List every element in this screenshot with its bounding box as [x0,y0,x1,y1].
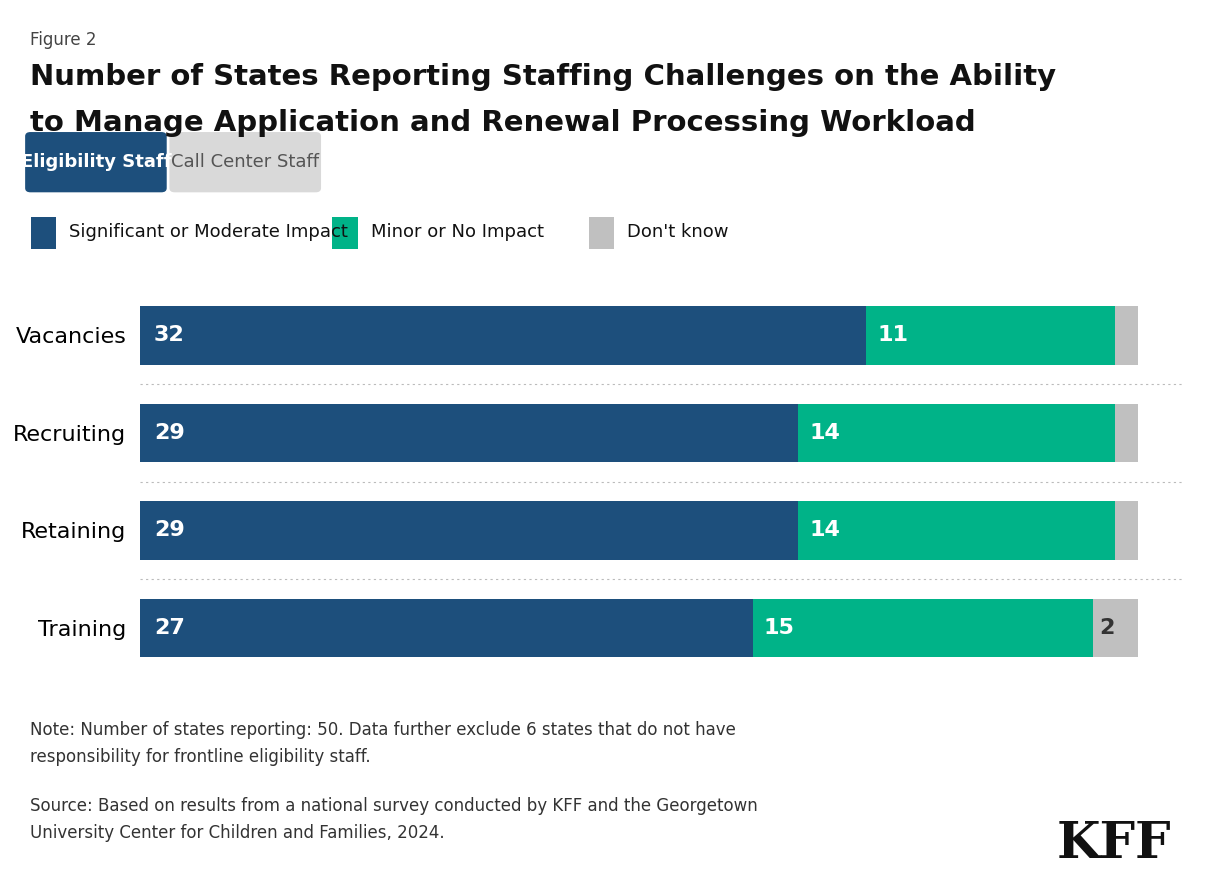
Text: Don't know: Don't know [627,223,728,241]
Text: 14: 14 [809,423,841,443]
Text: 2: 2 [1099,617,1115,638]
Bar [1115,306,1138,365]
Text: 32: 32 [154,325,184,346]
Text: 15: 15 [764,617,794,638]
Bar [30,217,56,248]
Bar [1115,403,1138,462]
Bar [1093,599,1138,657]
Text: Call Center Staff: Call Center Staff [171,153,320,171]
Text: Number of States Reporting Staffing Challenges on the Ability: Number of States Reporting Staffing Chal… [30,63,1057,90]
Bar [588,217,614,248]
Bar [140,599,753,657]
Text: 29: 29 [154,423,184,443]
Text: KFF: KFF [1057,820,1171,869]
Bar [140,306,866,365]
Bar [798,403,1115,462]
Text: Note: Number of states reporting: 50. Data further exclude 6 states that do not : Note: Number of states reporting: 50. Da… [30,721,737,766]
Text: 27: 27 [154,617,184,638]
Bar [1115,501,1138,559]
FancyBboxPatch shape [170,132,321,193]
Text: 14: 14 [809,521,841,540]
Text: Source: Based on results from a national survey conducted by KFF and the Georget: Source: Based on results from a national… [30,797,759,842]
Text: 29: 29 [154,521,184,540]
Text: Figure 2: Figure 2 [30,31,98,49]
Text: Significant or Moderate Impact: Significant or Moderate Impact [70,223,348,241]
Bar [753,599,1093,657]
Text: Eligibility Staff: Eligibility Staff [21,153,171,171]
Bar [798,501,1115,559]
Bar [332,217,359,248]
Bar [140,501,798,559]
Text: Minor or No Impact: Minor or No Impact [371,223,544,241]
FancyBboxPatch shape [26,132,167,193]
Bar [140,403,798,462]
Bar [866,306,1115,365]
Text: 11: 11 [877,325,908,346]
Text: to Manage Application and Renewal Processing Workload: to Manage Application and Renewal Proces… [30,109,976,137]
